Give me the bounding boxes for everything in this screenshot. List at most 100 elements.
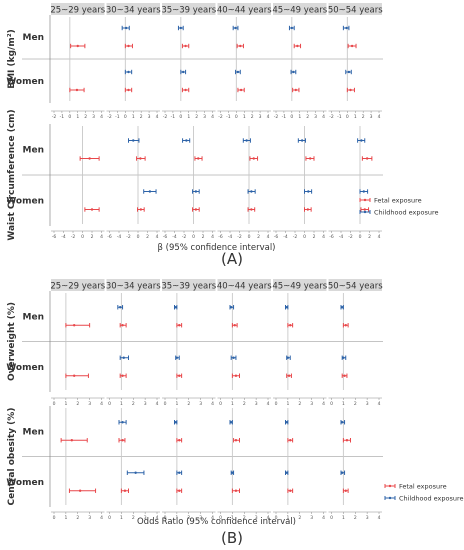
ci-mark-childhood <box>285 305 289 310</box>
x-tick-label: 4 <box>100 515 103 521</box>
point-estimate-childhood <box>286 356 290 359</box>
x-tick-label: 0 <box>192 234 195 240</box>
x-tick-label: 3 <box>314 114 317 120</box>
x-tick-label: -2 <box>274 114 279 120</box>
ci-mark-fetal <box>137 207 145 212</box>
ci-mark-fetal <box>120 488 129 493</box>
x-tick-label: 1 <box>231 401 234 407</box>
ci-mark-childhood <box>235 69 241 75</box>
x-tick-label: 1 <box>286 515 289 521</box>
point-estimate-childhood <box>229 421 233 424</box>
x-tick-label: 2 <box>368 234 371 240</box>
x-tick-label: 0 <box>137 234 140 240</box>
ci-mark-childhood <box>117 305 124 310</box>
x-tick-label: 1 <box>298 114 301 120</box>
point-estimate-childhood <box>127 70 130 74</box>
x-tick-label: -2 <box>107 114 112 120</box>
x-tick-label: 0 <box>68 114 71 120</box>
x-tick-label: 4 <box>267 401 270 407</box>
x-tick-label: 2 <box>243 401 246 407</box>
facet-strip <box>162 3 216 15</box>
facet-strip-label: 50~54 years <box>328 282 383 292</box>
facet-strip-label: 35~39 years <box>161 6 216 16</box>
point-estimate-childhood <box>185 139 188 142</box>
ci-mark-childhood <box>174 305 178 310</box>
x-tick-label: 1 <box>342 401 345 407</box>
facet-strip <box>328 279 382 291</box>
ci-mark-childhood <box>285 470 289 475</box>
x-tick-label: 3 <box>199 515 202 521</box>
x-tick-label: 1 <box>132 114 135 120</box>
x-tick-label: 3 <box>366 401 369 407</box>
ci-mark-childhood <box>192 189 200 194</box>
point-estimate-childhood <box>300 139 304 142</box>
x-tick-label: 0 <box>235 114 238 120</box>
ci-mark-childhood <box>176 470 183 475</box>
point-estimate-fetal <box>233 324 236 327</box>
ci-mark-fetal <box>136 156 146 161</box>
point-estimate-fetal <box>287 374 291 377</box>
ci-mark-childhood <box>359 189 369 194</box>
x-tick-label: -6 <box>274 234 279 240</box>
x-tick-label: 1 <box>120 401 123 407</box>
ci-mark-childhood <box>341 355 347 360</box>
point-estimate-fetal <box>344 324 347 327</box>
point-estimate-fetal <box>178 324 181 327</box>
ci-mark-fetal <box>341 373 348 378</box>
x-tick-label: 1 <box>64 401 67 407</box>
point-estimate-childhood <box>178 471 181 474</box>
ci-mark-fetal <box>65 323 91 328</box>
facet-strip-label: 40~44 years <box>217 282 272 292</box>
x-tick-label: -2 <box>329 114 334 120</box>
ci-mark-fetal <box>293 43 302 49</box>
x-tick-label: 0 <box>164 515 167 521</box>
facet-strip-label: 45~49 years <box>272 282 327 292</box>
x-tick-label: 1 <box>175 401 178 407</box>
x-tick-label: 2 <box>362 114 365 120</box>
x-tick-label: -6 <box>218 234 223 240</box>
point-estimate-childhood <box>118 306 122 309</box>
x-tick-label: 0 <box>179 114 182 120</box>
x-tick-label: 3 <box>259 114 262 120</box>
point-estimate-fetal <box>72 374 76 377</box>
point-estimate-childhood <box>340 471 344 474</box>
point-estimate-childhood <box>232 356 235 359</box>
outcome-label: BMI (kg/m²) <box>7 29 17 89</box>
ci-mark-fetal <box>176 488 183 493</box>
legend-entry-childhood: Childhood exposure <box>359 209 439 217</box>
x-tick-label: 1 <box>286 401 289 407</box>
point-estimate-childhood <box>250 190 253 193</box>
x-tick-label: 3 <box>144 515 147 521</box>
ci-mark-fetal <box>305 156 315 161</box>
x-tick-label: 4 <box>156 234 159 240</box>
ci-mark-fetal <box>247 207 256 212</box>
x-tick-label: -2 <box>71 234 76 240</box>
ci-mark-childhood <box>174 420 178 425</box>
point-estimate-childhood <box>362 190 365 193</box>
point-estimate-childhood <box>234 26 237 30</box>
x-tick-label: -6 <box>52 234 57 240</box>
legend-swatch-dot <box>363 210 367 214</box>
x-tick-label: -1 <box>115 114 120 120</box>
x-tick-label: 2 <box>195 114 198 120</box>
x-axis-title: β (95% confidence interval) <box>158 243 276 253</box>
point-estimate-fetal <box>121 439 124 442</box>
outcome-row-waist-circumference-cm: Waist Circumference (cm) -6 -4 -2 0 2 4 -6 -4 -2 0… <box>6 109 383 241</box>
x-tick-label: 4 <box>156 515 159 521</box>
ci-mark-fetal <box>60 438 88 443</box>
legend-entry-fetal: Fetal exposure <box>359 197 422 205</box>
x-tick-label: -1 <box>60 114 65 120</box>
point-estimate-fetal <box>88 157 91 160</box>
x-tick-label: 4 <box>156 114 159 120</box>
ci-mark-fetal <box>287 438 294 443</box>
x-tick-label: 0 <box>53 401 56 407</box>
x-tick-label: 4 <box>378 114 381 120</box>
x-tick-label: -1 <box>171 114 176 120</box>
ci-mark-childhood <box>297 138 306 143</box>
point-estimate-fetal <box>365 157 369 160</box>
ci-mark-fetal <box>249 156 259 161</box>
ci-mark-fetal <box>231 323 238 328</box>
point-estimate-fetal <box>252 157 255 160</box>
ci-mark-fetal <box>176 323 183 328</box>
x-tick-label: 2 <box>257 234 260 240</box>
